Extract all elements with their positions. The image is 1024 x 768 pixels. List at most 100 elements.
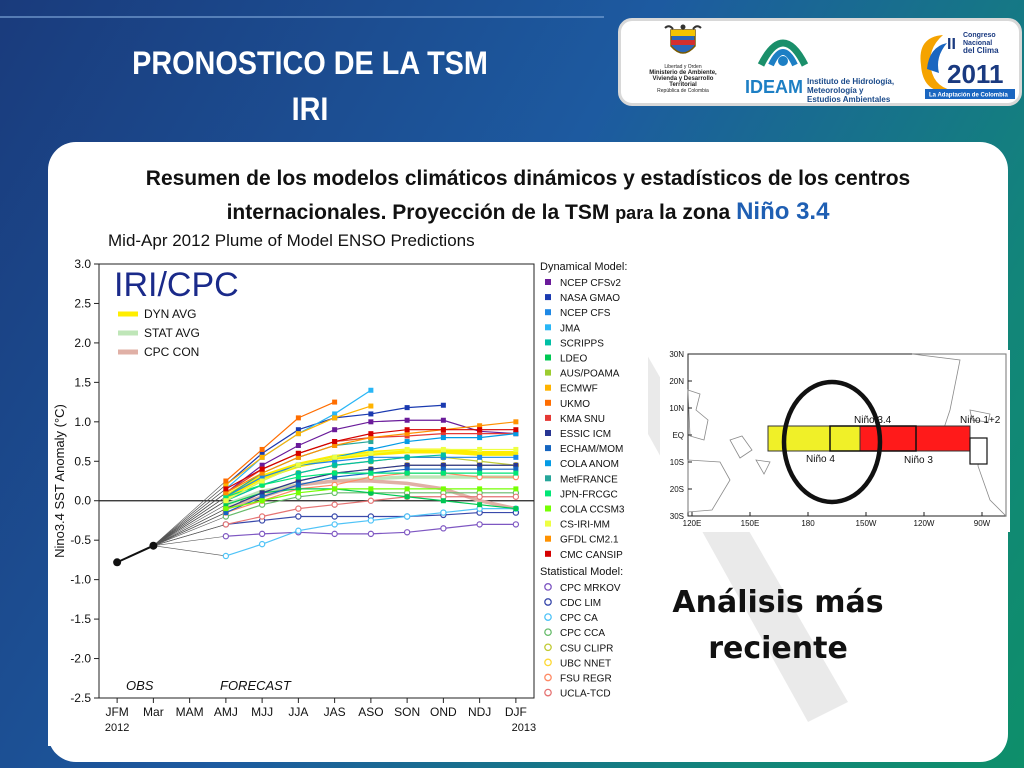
region-nino34-outline xyxy=(829,425,917,452)
fan-line xyxy=(153,535,226,547)
legend-label: COLA ANOM xyxy=(560,459,619,470)
congreso-text-3: del Clima xyxy=(963,46,999,55)
map-lon-label: 120W xyxy=(914,519,935,528)
map-lat-label: 20N xyxy=(669,377,684,386)
model-point xyxy=(477,502,483,508)
x-tick-label: MAM xyxy=(176,705,204,719)
model-point xyxy=(440,509,447,516)
model-point xyxy=(513,466,519,472)
model-point xyxy=(403,529,411,536)
model-point xyxy=(295,490,301,496)
chart-title: Mid-Apr 2012 Plume of Model ENSO Predict… xyxy=(108,231,475,250)
model-point xyxy=(440,525,447,532)
map-lat-label: 20S xyxy=(670,485,684,494)
fan-line xyxy=(153,500,227,546)
legend-marker xyxy=(545,520,551,527)
legend-label: CPC CCA xyxy=(560,628,605,639)
fan-line xyxy=(153,480,227,546)
top-divider-line xyxy=(0,16,604,18)
ideam-text-1: Instituto de Hidrología, xyxy=(807,77,895,86)
model-point xyxy=(476,493,483,500)
avg-legend-label: CPC CON xyxy=(144,345,199,359)
ministry-logo: Libertad y Orden Ministerio de Ambiente,… xyxy=(643,24,723,94)
model-point xyxy=(513,427,519,433)
model-point xyxy=(223,510,229,516)
model-point xyxy=(259,450,265,456)
model-point xyxy=(440,470,446,476)
legend-label: CS-IRI-MM xyxy=(560,520,610,531)
legend-label: CMC CANSIP xyxy=(560,550,623,561)
x-tick-label: OND xyxy=(430,705,457,719)
model-point xyxy=(440,402,446,408)
model-point xyxy=(259,482,265,488)
coastlines xyxy=(687,353,1007,517)
enso-plume-chart: Mid-Apr 2012 Plume of Model ENSO Predict… xyxy=(48,224,648,746)
y-tick-label: -2.5 xyxy=(70,691,91,705)
model-point xyxy=(295,486,301,492)
model-point xyxy=(513,470,519,476)
map-lat-label: 10S xyxy=(670,458,684,467)
legend-marker xyxy=(544,598,552,606)
y-tick-label: -2.0 xyxy=(70,652,91,666)
legend-marker xyxy=(545,414,551,421)
summary-part-2: la zona xyxy=(653,201,737,224)
model-point xyxy=(332,411,338,417)
analysis-line-1: Análisis más xyxy=(672,585,884,620)
model-series xyxy=(222,387,520,560)
fan-line xyxy=(153,496,227,546)
y-tick-label: -1.5 xyxy=(70,612,91,626)
model-point xyxy=(368,470,374,476)
title-line-2: IRI xyxy=(291,91,329,127)
legend-label: KMA SNU xyxy=(560,414,605,425)
legend-marker xyxy=(545,535,551,542)
legend-label: AUS/POAMA xyxy=(560,369,620,380)
model-point xyxy=(404,427,410,433)
dynamical-legend-header: Dynamical Model: xyxy=(540,261,627,273)
map-lon-label: 150E xyxy=(741,519,760,528)
x-tick-label: Mar xyxy=(143,705,164,719)
legend-label: GFDL CM2.1 xyxy=(560,535,619,546)
model-point xyxy=(368,435,374,441)
congreso-roman: II xyxy=(947,36,956,53)
map-lat-label: 30N xyxy=(669,350,684,359)
model-point xyxy=(404,466,410,472)
y-tick-label: 3.0 xyxy=(74,257,91,271)
fan-line xyxy=(153,524,226,546)
legend-label: FSU REGR xyxy=(560,674,612,685)
x-year-start: 2012 xyxy=(105,722,129,734)
model-point xyxy=(368,490,374,496)
map-lon-label: 150W xyxy=(856,519,877,528)
label-nino34: Niño 3.4 xyxy=(854,415,892,426)
summary-nino-label: Niño 3.4 xyxy=(736,198,830,225)
analysis-line-2: reciente xyxy=(708,631,848,666)
model-point xyxy=(440,452,446,458)
model-point xyxy=(368,439,374,445)
legend-marker xyxy=(544,628,552,637)
model-point xyxy=(332,474,338,480)
map-lon-label: 90W xyxy=(974,519,991,528)
summary-part-1: Resumen de los modelos climáticos dinámi… xyxy=(145,167,911,224)
ministry-text-4: República de Colombia xyxy=(657,88,709,94)
model-point xyxy=(404,417,410,423)
legend-marker xyxy=(545,490,551,497)
observed-line xyxy=(116,544,154,564)
model-point xyxy=(477,454,483,460)
legend-marker xyxy=(545,430,551,436)
model-point xyxy=(332,458,338,464)
x-tick-label: MJJ xyxy=(251,705,273,719)
model-point xyxy=(368,419,374,425)
legend-label: NCEP CFS xyxy=(560,308,611,319)
model-point xyxy=(440,466,446,472)
legend-label: ECHAM/MOM xyxy=(560,444,623,455)
model-point xyxy=(331,530,338,538)
model-point xyxy=(476,521,483,528)
model-legend: Dynamical Model: NCEP CFSv2 NASA GMAO NCEP … xyxy=(540,261,627,700)
model-point xyxy=(440,462,446,468)
map-lon-label: 120E xyxy=(683,519,702,528)
model-point xyxy=(332,427,338,433)
model-point xyxy=(259,494,265,500)
congreso-text-2: Nacional xyxy=(963,40,992,47)
model-point xyxy=(222,533,230,540)
